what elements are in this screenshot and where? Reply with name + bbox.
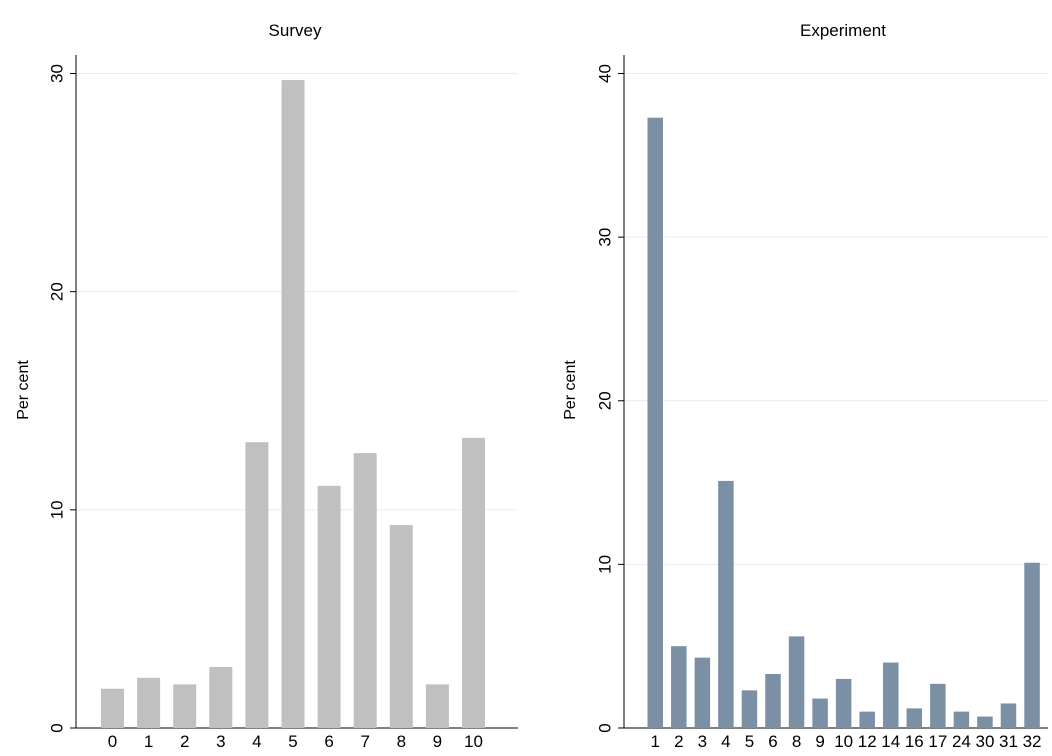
bar (765, 674, 781, 728)
x-tick-label: 6 (324, 732, 333, 751)
y-tick-label: 20 (47, 282, 66, 301)
x-tick-label: 8 (397, 732, 406, 751)
y-tick-label: 20 (595, 391, 614, 410)
x-tick-label: 16 (905, 732, 924, 751)
bar (209, 666, 233, 728)
x-tick-label: 7 (360, 732, 369, 751)
bar (930, 683, 946, 728)
x-tick-label: 24 (952, 732, 971, 751)
y-tick-label: 10 (47, 500, 66, 519)
x-tick-label: 3 (216, 732, 225, 751)
bar (389, 525, 413, 728)
chart-title: Survey (269, 21, 322, 40)
bar (281, 80, 305, 729)
y-axis-label: Per cent (562, 360, 579, 420)
x-tick-label: 31 (999, 732, 1018, 751)
x-tick-label: 32 (1023, 732, 1042, 751)
bar (317, 485, 341, 728)
bar (353, 453, 377, 728)
x-tick-label: 4 (721, 732, 730, 751)
bar (718, 480, 734, 728)
x-tick-label: 0 (108, 732, 117, 751)
bar (812, 698, 828, 728)
bar (1024, 562, 1040, 728)
chart-panel-survey: Survey Per cent 0 10 20 30 0 1 2 3 4 5 6 7 8 9 10 (15, 21, 518, 751)
x-tick-label: 8 (792, 732, 801, 751)
x-tick-label: 2 (180, 732, 189, 751)
bar (835, 678, 852, 728)
x-tick-label: 17 (928, 732, 947, 751)
x-tick-label: 30 (975, 732, 994, 751)
x-tick-label: 10 (834, 732, 853, 751)
bar (671, 646, 687, 728)
bar (883, 662, 899, 728)
bar (137, 677, 161, 728)
bar (425, 684, 449, 728)
bar (741, 690, 758, 728)
x-tick-label: 5 (288, 732, 297, 751)
x-tick-label: 2 (674, 732, 683, 751)
bar (694, 657, 711, 728)
bar (788, 636, 805, 728)
bar (101, 688, 124, 728)
x-tick-label: 4 (252, 732, 261, 751)
x-tick-label: 12 (858, 732, 877, 751)
y-axis-label: Per cent (15, 360, 32, 420)
bar (859, 711, 875, 728)
y-tick-label: 10 (595, 555, 614, 574)
bar (906, 708, 923, 728)
bar (245, 442, 269, 728)
bar (953, 711, 970, 728)
gridlines (624, 73, 1048, 565)
chart-title: Experiment (800, 21, 886, 40)
y-tick-label: 30 (595, 228, 614, 247)
y-tick-label: 30 (47, 64, 66, 83)
y-tick-label: 40 (595, 64, 614, 83)
x-tick-label: 9 (433, 732, 442, 751)
y-tick-label: 0 (47, 723, 66, 732)
x-tick-label: 1 (651, 732, 660, 751)
x-tick-label: 3 (698, 732, 707, 751)
bar (462, 437, 485, 728)
x-tick-label: 5 (745, 732, 754, 751)
x-tick-label: 10 (464, 732, 483, 751)
bar (1000, 703, 1017, 728)
x-tick-label: 9 (815, 732, 824, 751)
bar (977, 716, 993, 728)
x-tick-label: 1 (144, 732, 153, 751)
bar (647, 117, 663, 728)
x-tick-label: 6 (768, 732, 777, 751)
x-tick-label: 14 (881, 732, 900, 751)
y-tick-label: 0 (595, 723, 614, 732)
bar (173, 684, 197, 728)
